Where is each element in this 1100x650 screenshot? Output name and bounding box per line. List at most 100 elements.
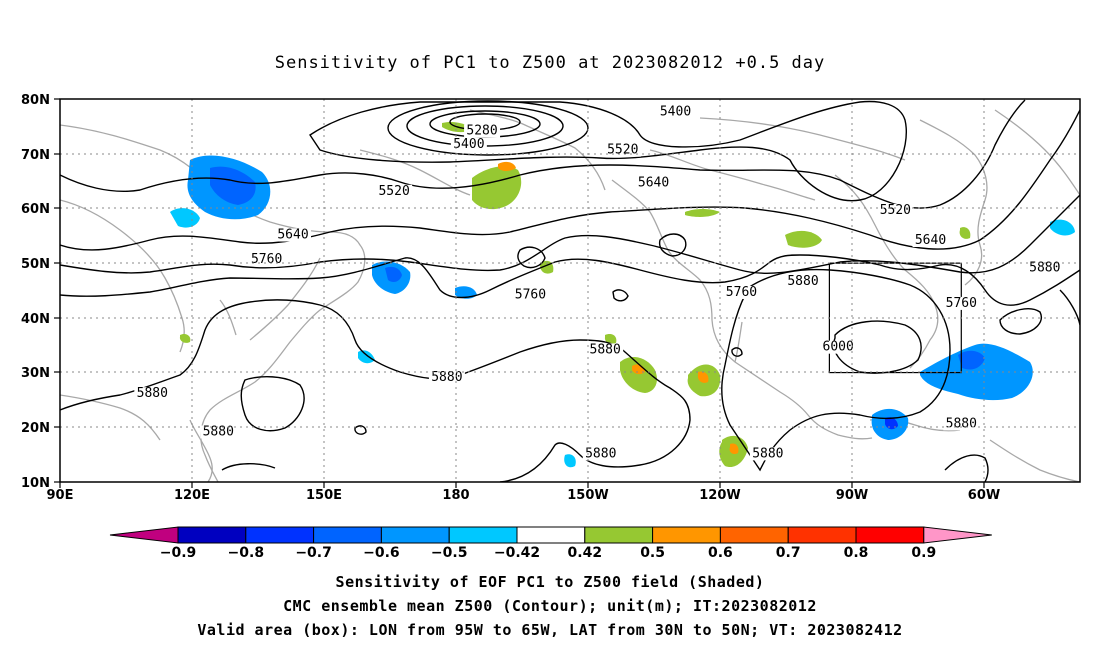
shade-positive-westatl [959,227,971,239]
contour-label-bg [587,343,624,357]
contour-label: 5520 [378,184,409,199]
contour-label-bg [134,387,171,401]
tick-marks [54,98,985,488]
lat-label: 80N [21,93,50,108]
shade-positive-bering [472,166,522,210]
contour-label: 5880 [585,446,616,461]
shade-negative-siberia-core [210,166,256,205]
shade-positive-hudson [785,230,822,248]
contour-label: 5520 [880,203,911,218]
colorbar-label: 0.42 [568,545,603,561]
contour-label-bg [512,288,549,302]
colorbar-label: −0.8 [228,545,265,561]
contour-label-bg [376,184,413,198]
contour-label: 5400 [453,137,484,152]
map-title: Sensitivity of PC1 to Z500 at 2023082012… [275,53,826,73]
contour-label: 5880 [1029,260,1060,275]
contour-label: 5760 [726,285,757,300]
lat-label: 40N [21,312,50,327]
contour-label: 5880 [946,416,977,431]
contour-label: 5880 [752,446,783,461]
caption-valid-area: Valid area (box): LON from 95W to 65W, L… [197,621,903,639]
map-frame [59,98,1081,483]
shade-negative-atlantic [920,343,1033,401]
contour-label-bg [943,417,980,431]
colorbar-label: −0.9 [160,545,197,561]
contour-label: 5760 [251,252,282,267]
lon-label: 120W [699,488,740,503]
shade-positive-ecs [179,333,191,343]
shade-positive-hawaii [604,333,617,345]
shade-positive-pac2-core [697,371,709,383]
colorbar-swatch [448,526,518,544]
contour-label-bg [1026,261,1063,275]
colorbar-label: 0.7 [776,545,801,561]
colorbar-arrow-low [109,526,179,544]
lat-tick-labels: 80N 70N 60N 50N 40N 30N 20N 10N [21,93,50,491]
shade-negative-hawaii [564,454,576,468]
contour-label-bg [582,447,619,461]
contour-label-bg [877,203,914,217]
contour-label-bg [464,124,501,138]
lat-label: 70N [21,148,50,163]
lat-label: 10N [21,476,50,491]
contour-label-bg [200,425,237,439]
contour-label-bg [428,370,465,384]
colorbar-swatch [380,526,450,544]
shade-positive-pac1 [620,356,657,393]
gridlines [60,99,1080,482]
contour-label-bg [635,176,672,190]
contour-label: 5640 [915,233,946,248]
colorbar-label: −0.42 [494,545,540,561]
contour-label: 5400 [660,104,691,119]
caption-contour: CMC ensemble mean Z500 (Contour); unit(m… [283,597,817,615]
contour-label: 5880 [203,424,234,439]
lon-label: 180 [442,488,469,503]
colorbar-swatch [719,526,789,544]
colorbar-label: 0.9 [911,545,936,561]
shade-positive-pac3-core [729,443,739,455]
colorbar-label: 0.6 [708,545,733,561]
shade-negative-caribbean-core [885,417,898,430]
contour-label-bg [943,296,980,310]
lon-label: 90E [47,488,74,503]
colorbar-label: −0.6 [363,545,400,561]
contour-label-bg [723,285,760,299]
colorbar-arrow-high [923,526,992,544]
z500-contours [60,99,1080,482]
lon-label: 150E [306,488,342,503]
colorbar-swatch [177,526,247,544]
colorbar-label: −0.7 [295,545,332,561]
shade-positive-canada [685,209,720,217]
coastlines [60,109,1080,482]
lon-label: 150W [567,488,608,503]
lat-label: 60N [21,202,50,217]
contour-label-bg [657,105,694,119]
lon-label: 120E [174,488,210,503]
contour-label: 5640 [277,228,308,243]
colorbar-label: −0.5 [431,545,468,561]
lon-label: 90W [836,488,868,503]
shade-negative-atlantic-core [958,350,985,370]
contour-label-bg [248,253,285,267]
contour-label: 5880 [137,386,168,401]
shade-positive-bering-core [498,161,516,171]
lon-label: 60W [968,488,1000,503]
colorbar-swatch [855,526,925,544]
sensitivity-shading [170,121,1075,468]
shade-negative-nwpac [358,350,375,364]
contour-label-bg [275,228,312,242]
contour-label: 6000 [823,340,854,355]
shade-negative-aleut [455,286,477,299]
colorbar-swatch [245,526,315,544]
colorbar-swatch [516,526,586,544]
colorbar-swatch [313,526,382,544]
contour-label-bg [450,138,487,152]
contour-label: 5880 [431,370,462,385]
lat-label: 30N [21,366,50,381]
caption-shading: Sensitivity of EOF PC1 to Z500 field (Sh… [335,573,765,591]
lat-label: 20N [21,421,50,436]
colorbar-swatch [584,526,654,544]
contour-label: 5280 [466,124,497,139]
